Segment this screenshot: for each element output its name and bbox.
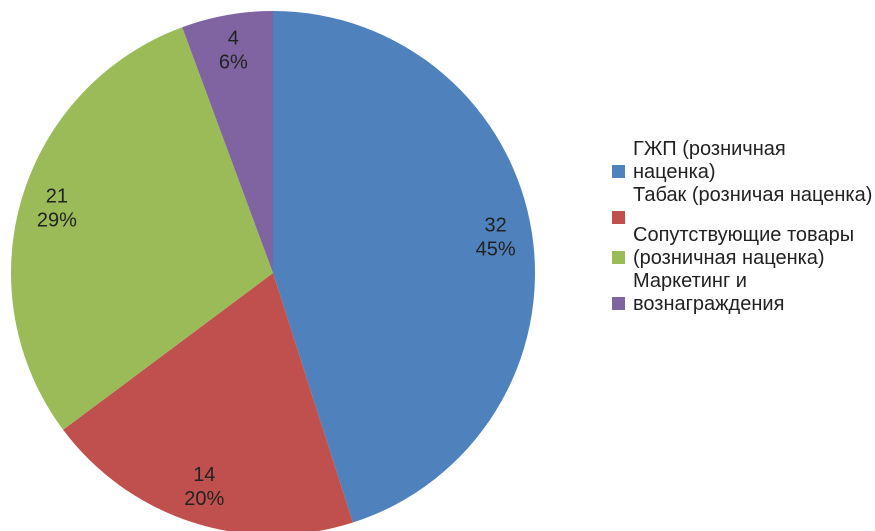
value-label: 14: [193, 464, 215, 486]
pie-slice: [182, 11, 273, 273]
value-label: 21: [46, 185, 68, 207]
legend-item: Табак (розничая наценка): [612, 184, 874, 224]
legend-swatch: [612, 165, 625, 178]
legend: ГЖП (розничная наценка) Табак (розничая н…: [612, 138, 874, 316]
pie-slice: [273, 11, 535, 523]
legend-swatch: [612, 297, 625, 310]
pie-slice: [11, 27, 274, 430]
percent-label: 6%: [219, 51, 248, 73]
legend-swatch: [612, 251, 625, 264]
legend-label: Сопутствующие товары (розничная наценка): [633, 224, 855, 269]
value-label: 32: [484, 215, 506, 237]
value-label: 4: [228, 27, 239, 49]
legend-item: ГЖП (розничная наценка): [612, 138, 874, 184]
legend-item: Сопутствующие товары (розничная наценка): [612, 224, 874, 270]
percent-label: 20%: [184, 488, 224, 510]
legend-label: Табак (розничая наценка): [633, 184, 873, 206]
legend-label: ГЖП (розничная наценка): [633, 138, 786, 183]
percent-label: 45%: [476, 239, 516, 261]
legend-label: Маркетинг и вознаграждения: [633, 270, 785, 315]
legend-item: Маркетинг и вознаграждения: [612, 270, 874, 316]
percent-label: 29%: [37, 209, 77, 231]
legend-swatch: [612, 211, 625, 224]
pie-slice: [63, 273, 353, 531]
